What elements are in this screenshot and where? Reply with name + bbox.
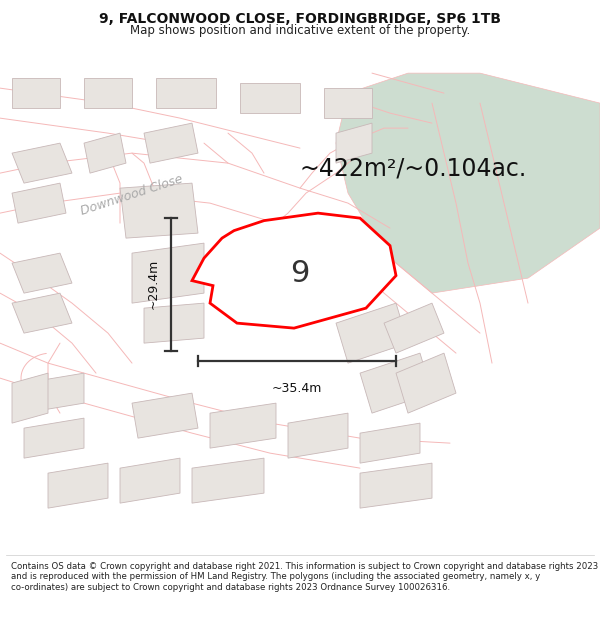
Polygon shape (336, 303, 408, 363)
Polygon shape (120, 183, 198, 238)
Polygon shape (240, 83, 300, 113)
Polygon shape (324, 88, 372, 118)
Polygon shape (144, 303, 204, 343)
Polygon shape (336, 73, 600, 293)
Polygon shape (384, 303, 444, 353)
Text: ~35.4m: ~35.4m (272, 382, 322, 394)
Polygon shape (84, 78, 132, 108)
Polygon shape (360, 423, 420, 463)
Polygon shape (396, 353, 456, 413)
Polygon shape (24, 373, 84, 413)
Polygon shape (144, 123, 198, 163)
Polygon shape (12, 293, 72, 333)
Polygon shape (288, 413, 348, 458)
Text: 9, FALCONWOOD CLOSE, FORDINGBRIDGE, SP6 1TB: 9, FALCONWOOD CLOSE, FORDINGBRIDGE, SP6 … (99, 12, 501, 26)
Polygon shape (336, 123, 372, 163)
Polygon shape (48, 463, 108, 508)
Text: Contains OS data © Crown copyright and database right 2021. This information is : Contains OS data © Crown copyright and d… (11, 562, 598, 591)
Polygon shape (132, 393, 198, 438)
Text: Map shows position and indicative extent of the property.: Map shows position and indicative extent… (130, 24, 470, 38)
Polygon shape (360, 463, 432, 508)
Text: 9: 9 (290, 259, 310, 288)
Polygon shape (24, 418, 84, 458)
Text: ~29.4m: ~29.4m (146, 259, 160, 309)
Polygon shape (12, 183, 66, 223)
Polygon shape (12, 78, 60, 108)
Polygon shape (84, 133, 126, 173)
Polygon shape (210, 403, 276, 448)
Polygon shape (156, 78, 216, 108)
Polygon shape (12, 373, 48, 423)
Polygon shape (192, 458, 264, 503)
Polygon shape (12, 253, 72, 293)
Polygon shape (12, 143, 72, 183)
Text: Downwood Close: Downwood Close (79, 173, 185, 218)
Text: ~422m²/~0.104ac.: ~422m²/~0.104ac. (300, 156, 527, 180)
Polygon shape (192, 213, 396, 328)
Polygon shape (132, 243, 204, 303)
Polygon shape (120, 458, 180, 503)
Polygon shape (360, 353, 432, 413)
